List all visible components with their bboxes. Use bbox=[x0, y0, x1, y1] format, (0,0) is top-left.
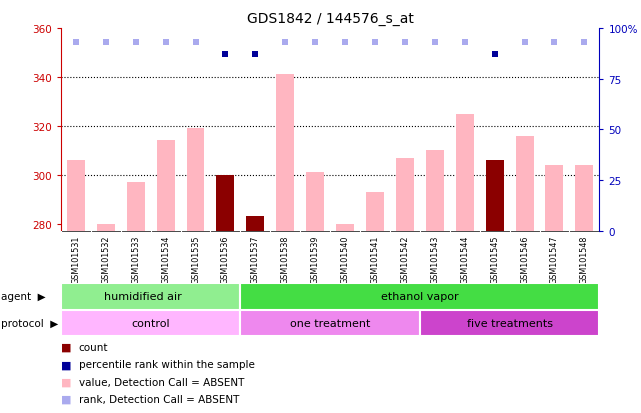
Text: GSM101533: GSM101533 bbox=[131, 235, 140, 284]
Text: GSM101544: GSM101544 bbox=[460, 235, 469, 284]
Bar bbox=[486, 161, 504, 231]
Bar bbox=[61, 310, 240, 337]
Point bbox=[460, 40, 470, 46]
Text: one treatment: one treatment bbox=[290, 318, 370, 328]
Point bbox=[250, 52, 260, 59]
Point bbox=[101, 40, 111, 46]
Text: ■: ■ bbox=[61, 342, 71, 352]
Text: GSM101537: GSM101537 bbox=[251, 235, 260, 284]
Bar bbox=[396, 158, 414, 231]
Bar bbox=[366, 192, 384, 231]
Text: GSM101531: GSM101531 bbox=[71, 235, 80, 284]
Text: ■: ■ bbox=[61, 394, 71, 404]
Bar bbox=[156, 141, 174, 231]
Text: ■: ■ bbox=[61, 359, 71, 369]
Point bbox=[549, 40, 560, 46]
Text: GSM101536: GSM101536 bbox=[221, 235, 230, 284]
Text: GSM101547: GSM101547 bbox=[550, 235, 559, 284]
Text: GSM101535: GSM101535 bbox=[191, 235, 200, 284]
Point bbox=[340, 40, 350, 46]
Text: GSM101538: GSM101538 bbox=[281, 235, 290, 284]
Text: agent  ▶: agent ▶ bbox=[1, 291, 46, 301]
Text: percentile rank within the sample: percentile rank within the sample bbox=[79, 359, 254, 369]
Point bbox=[519, 40, 529, 46]
Text: GSM101545: GSM101545 bbox=[490, 235, 499, 284]
Point bbox=[400, 40, 410, 46]
Text: GSM101540: GSM101540 bbox=[340, 235, 349, 284]
Point bbox=[71, 40, 81, 46]
Point bbox=[310, 40, 320, 46]
Bar bbox=[240, 283, 599, 310]
Bar bbox=[426, 151, 444, 231]
Text: GDS1842 / 144576_s_at: GDS1842 / 144576_s_at bbox=[247, 12, 413, 26]
Point bbox=[370, 40, 380, 46]
Bar bbox=[97, 224, 115, 231]
Bar bbox=[276, 75, 294, 231]
Text: rank, Detection Call = ABSENT: rank, Detection Call = ABSENT bbox=[79, 394, 239, 404]
Bar bbox=[306, 173, 324, 231]
Bar bbox=[67, 161, 85, 231]
Text: humidified air: humidified air bbox=[104, 291, 182, 301]
Text: value, Detection Call = ABSENT: value, Detection Call = ABSENT bbox=[79, 377, 244, 387]
Bar bbox=[456, 114, 474, 231]
Text: protocol  ▶: protocol ▶ bbox=[1, 318, 58, 328]
Text: ethanol vapor: ethanol vapor bbox=[381, 291, 459, 301]
Text: GSM101541: GSM101541 bbox=[370, 235, 379, 284]
Point bbox=[490, 52, 500, 59]
Point bbox=[579, 40, 590, 46]
Point bbox=[280, 40, 290, 46]
Bar bbox=[576, 166, 594, 231]
Text: control: control bbox=[131, 318, 170, 328]
Point bbox=[190, 40, 201, 46]
Text: GSM101542: GSM101542 bbox=[401, 235, 410, 284]
Text: ■: ■ bbox=[61, 377, 71, 387]
Text: GSM101548: GSM101548 bbox=[580, 235, 589, 284]
Point bbox=[221, 52, 231, 59]
Text: GSM101539: GSM101539 bbox=[311, 235, 320, 284]
Bar bbox=[545, 166, 563, 231]
Bar bbox=[420, 310, 599, 337]
Bar bbox=[246, 217, 264, 231]
Bar bbox=[240, 310, 420, 337]
Text: GSM101546: GSM101546 bbox=[520, 235, 529, 284]
Text: GSM101532: GSM101532 bbox=[101, 235, 110, 284]
Point bbox=[131, 40, 141, 46]
Text: GSM101534: GSM101534 bbox=[161, 235, 170, 284]
Text: count: count bbox=[79, 342, 108, 352]
Point bbox=[160, 40, 171, 46]
Text: five treatments: five treatments bbox=[467, 318, 553, 328]
Point bbox=[429, 40, 440, 46]
Bar bbox=[336, 224, 354, 231]
Bar bbox=[515, 136, 533, 231]
Bar bbox=[217, 175, 235, 231]
Bar bbox=[61, 283, 240, 310]
Bar bbox=[187, 129, 204, 231]
Text: GSM101543: GSM101543 bbox=[430, 235, 439, 284]
Bar bbox=[127, 183, 145, 231]
